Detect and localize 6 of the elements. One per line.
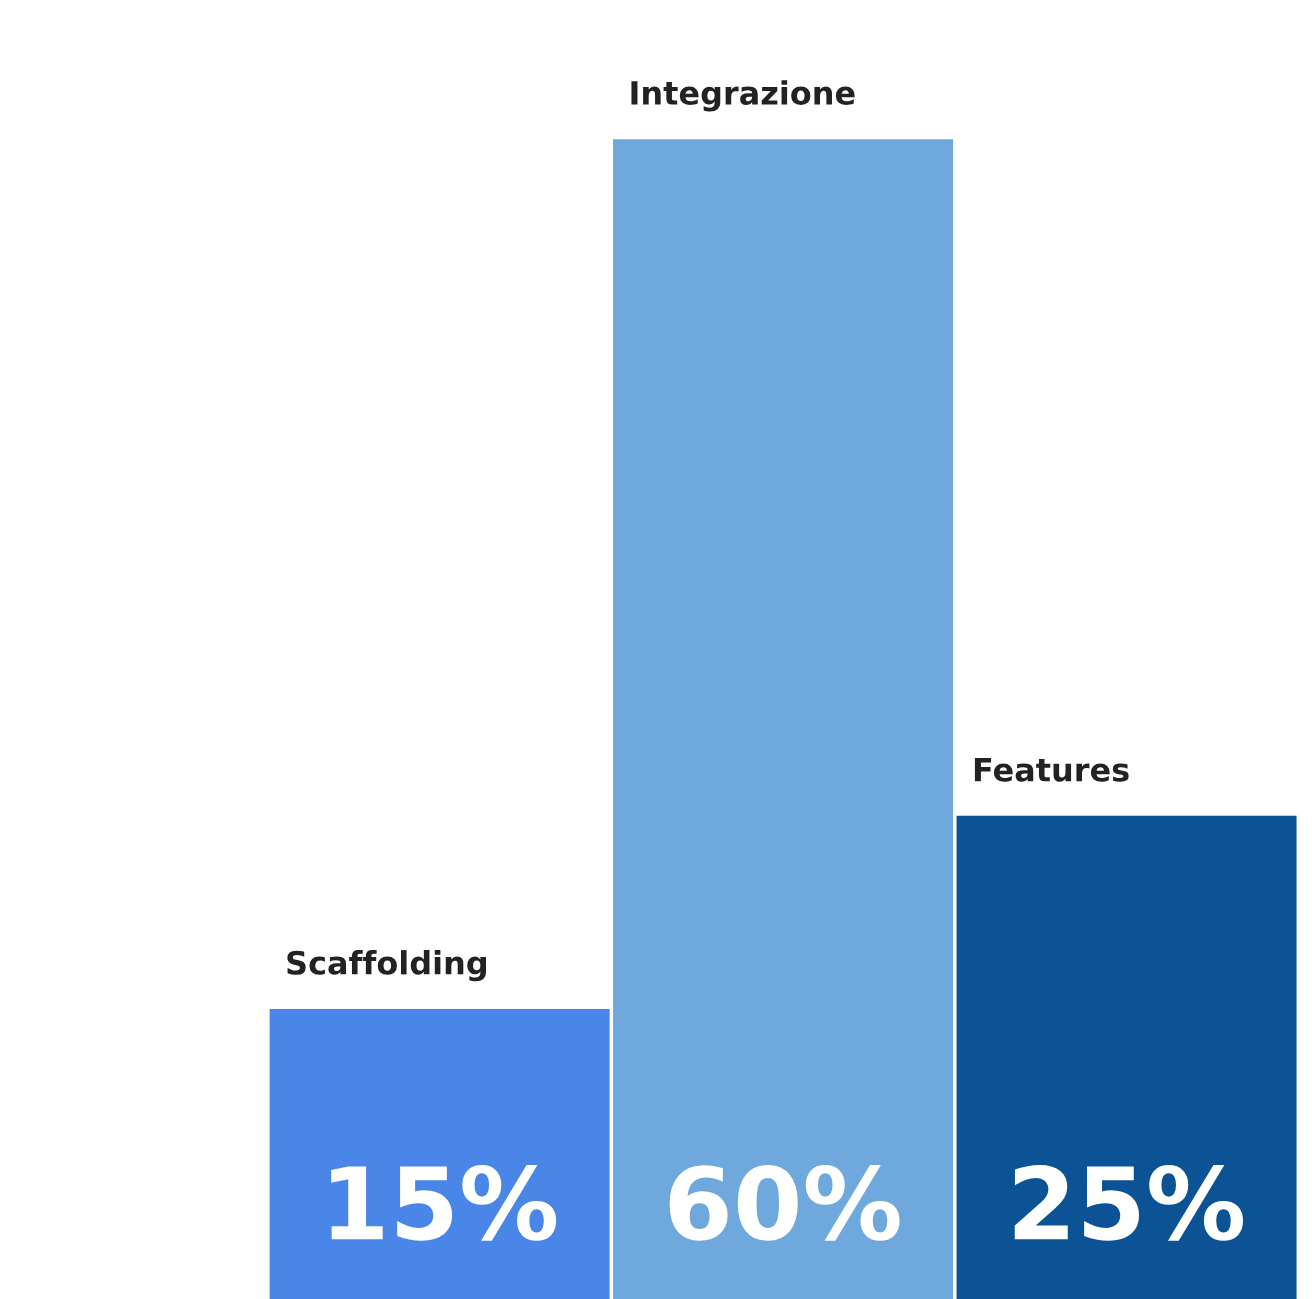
data-label: 60% <box>669 1165 900 1241</box>
data-label: 25% <box>1014 1165 1244 1241</box>
x-tick-label: Features <box>974 758 1129 782</box>
data-label: 15% <box>331 1165 557 1241</box>
x-tick-label: Integrazione <box>631 80 855 112</box>
x-tick-label: Scaffolding <box>287 950 486 982</box>
